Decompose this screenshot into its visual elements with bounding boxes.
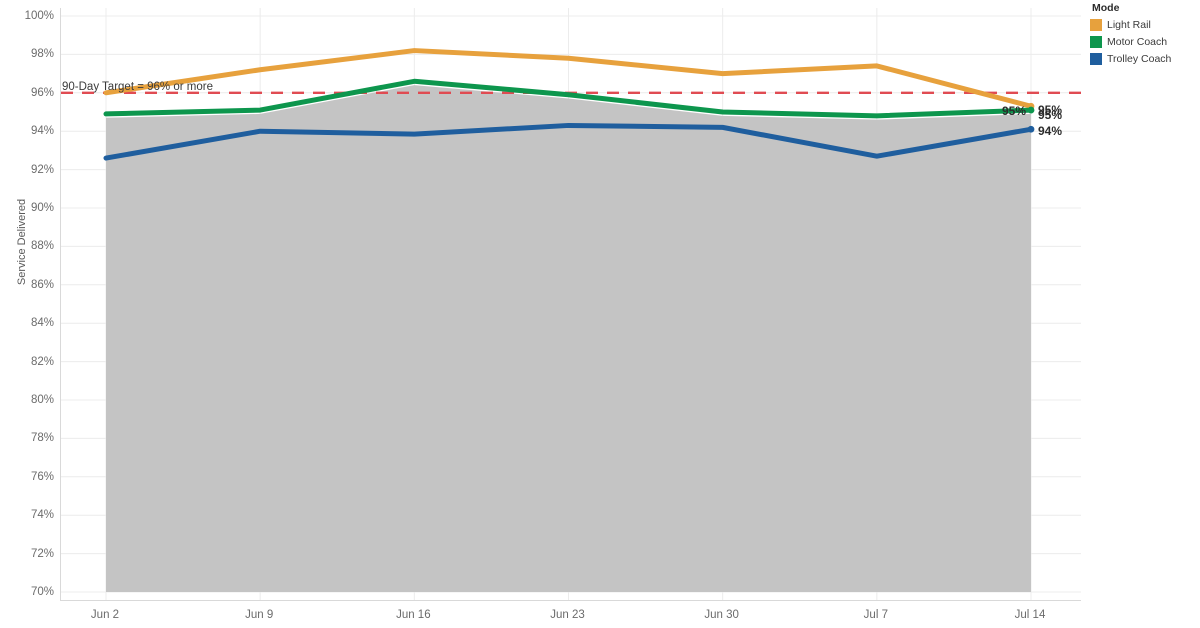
x-tick-label: Jun 16 <box>396 609 431 621</box>
legend-item-label: Light Rail <box>1107 18 1151 31</box>
y-tick-label: 94% <box>30 125 54 138</box>
legend-item-label: Trolley Coach <box>1107 52 1172 65</box>
plot-svg <box>61 8 1081 600</box>
y-tick-label: 98% <box>30 48 54 61</box>
legend-swatch-icon <box>1090 18 1102 31</box>
series-line-trolley-coach[interactable] <box>103 122 1034 161</box>
label-light-rail-right: 95% <box>1038 103 1063 118</box>
series-line-light-rail[interactable] <box>103 48 1034 109</box>
y-tick-label: 82% <box>30 355 54 368</box>
x-tick-label: Jun 30 <box>704 609 739 621</box>
label-light-rail-inline: 95% <box>1001 104 1026 119</box>
y-tick-label: 96% <box>30 86 54 99</box>
series-endpoint-trolley-coach[interactable] <box>1027 125 1035 133</box>
y-tick-label: 74% <box>30 509 54 522</box>
target-line-annotation: 90-Day Target = 96% or more <box>62 81 213 93</box>
series-line-motor-coach[interactable] <box>103 78 1034 119</box>
y-tick-label: 78% <box>30 432 54 445</box>
legend: Mode Light Rail Motor Coach Trolley Coach <box>1090 2 1198 68</box>
legend-swatch-icon <box>1090 52 1102 65</box>
legend-item-motor-coach[interactable]: Motor Coach <box>1090 34 1198 49</box>
y-tick-label: 70% <box>30 586 54 598</box>
plot-area <box>60 8 1081 601</box>
y-tick-label: 80% <box>30 394 54 406</box>
x-tick-label: Jul 14 <box>1014 609 1046 621</box>
label-trolley-coach-right: 94% <box>1038 124 1063 139</box>
x-tick-label: Jun 23 <box>550 609 585 621</box>
series-endpoint-motor-coach[interactable] <box>1027 106 1035 114</box>
x-tick-label: Jun 9 <box>245 609 274 621</box>
legend-title: Mode <box>1092 2 1120 14</box>
y-tick-label: 86% <box>30 278 54 291</box>
y-tick-label: 92% <box>30 163 54 176</box>
x-tick-label: Jun 2 <box>90 609 120 621</box>
y-tick-label: 88% <box>30 240 54 253</box>
x-tick-label: Jul 7 <box>863 609 888 621</box>
y-tick-label: 90% <box>30 202 54 214</box>
label-motor-coach-right: 95% <box>1038 108 1063 123</box>
y-tick-label: 84% <box>30 317 54 330</box>
legend-swatch-icon <box>1090 35 1102 48</box>
y-tick-label: 72% <box>30 547 54 560</box>
shaded-area-band <box>106 85 1031 593</box>
y-tick-label: 76% <box>30 470 54 483</box>
legend-item-label: Motor Coach <box>1107 35 1168 48</box>
legend-item-light-rail[interactable]: Light Rail <box>1090 17 1198 32</box>
y-tick-label: 100% <box>24 10 54 22</box>
legend-item-trolley-coach[interactable]: Trolley Coach <box>1090 51 1198 66</box>
